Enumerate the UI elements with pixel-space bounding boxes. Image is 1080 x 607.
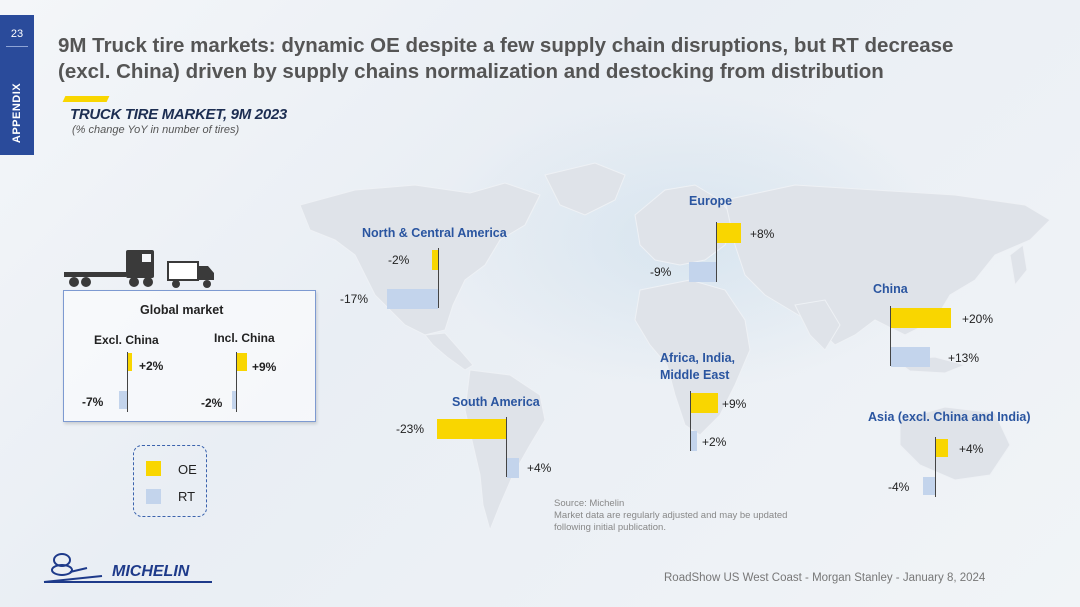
title-line-2: (excl. China) driven by supply chains no… [58,60,884,83]
truck-icons [64,250,214,288]
oe-label-cn: +20% [962,312,994,326]
incl-china-label: Incl. China [214,331,275,345]
yellow-accent-dash [62,96,110,102]
section-label: APPENDIX [11,82,23,144]
oe-bar-eu [717,223,741,243]
axis-line-asia [935,437,936,497]
oe-bar-cn [891,308,951,328]
rt-bar-aime [691,431,697,451]
region-title-eu: Europe [689,194,733,208]
rt-bar-sa [507,458,519,478]
michelin-logo: MICHELIN [43,553,212,583]
logo-text: MICHELIN [112,563,190,580]
north-america-shape [299,182,541,336]
oe-label-asia: +4% [959,442,984,456]
axis-line-cn [890,306,891,366]
excl-china-label: Excl. China [94,333,159,347]
australia-shape [899,406,1011,481]
world-map [299,162,1051,532]
africa-shape [634,279,751,436]
rt-label-asia: -4% [888,480,910,494]
axis-line-eu [716,222,717,282]
source-line-1: Source: Michelin [554,498,625,509]
region-title-sa: South America [452,395,540,409]
source-line-3: following initial publication. [554,522,666,533]
rt-label-cn: +13% [948,351,980,365]
bibendum-icon [43,553,103,583]
axis-line-sa [506,417,507,477]
source-line-2: Market data are regularly adjusted and m… [554,510,788,521]
legend-oe-label: OE [178,462,197,477]
legend-rt-label: RT [178,489,196,504]
oe-bar-asia [936,439,948,457]
oe-bar-na [432,250,438,270]
title-line-1: 9M Truck tire markets: dynamic OE despit… [58,34,954,57]
rt-label-sa: +4% [527,461,552,475]
region-title-aime: Africa, India, Middle East [660,351,736,382]
region-title-cn: China [873,282,908,296]
japan-shape [1009,244,1028,287]
oe-bar-aime [691,393,718,413]
oe-bar-sa [437,419,506,439]
greenland-shape [544,162,626,216]
oe-label-eu: +8% [750,227,775,241]
rt-bar-asia [923,477,935,495]
global-market-title: Global market [140,303,224,317]
legend [133,445,207,517]
global-oe-bar-excl [128,353,132,371]
axis-line-aime [690,391,691,451]
small-truck-icon [167,261,214,288]
semi-truck-icon [64,250,154,287]
region-title-asia: Asia (excl. China and India) [868,410,1031,424]
global-rt-bar-incl [232,391,236,409]
footer-text: RoadShow US West Coast - Morgan Stanley … [664,572,986,584]
region-title-na: North & Central America [362,226,507,240]
oe-label-sa: -23% [396,422,425,436]
page-number: 23 [10,28,24,40]
rt-bar-na [387,289,438,309]
oe-label-aime: +9% [722,397,747,411]
axis-line-na [438,248,439,308]
legend-rt-swatch [146,489,161,504]
chart-subnote: (% change YoY in number of tires) [72,124,240,136]
rt-bar-cn [891,347,930,367]
source-note: Source: Michelin Market data are regular… [554,498,787,534]
chart-subtitle: TRUCK TIRE MARKET, 9M 2023 [70,106,287,123]
south-america-shape [464,369,546,532]
rt-label-eu: -9% [650,265,672,279]
global-oe-label-incl: +9% [252,360,277,374]
europe-shape [634,184,736,266]
appendix-tab [0,15,34,155]
asia-shape [724,184,1051,346]
legend-oe-swatch [146,461,161,476]
rt-label-na: -17% [340,292,369,306]
global-market-box [63,290,316,422]
india-shape [794,299,841,351]
slide-title: 9M Truck tire markets: dynamic OE despit… [58,33,1068,85]
global-oe-label-excl: +2% [139,359,164,373]
global-rt-label-excl: -7% [82,395,104,409]
global-rt-bar-excl [119,391,127,409]
tab-divider [6,46,28,47]
global-axis-incl [236,352,237,412]
rt-label-aime: +2% [702,435,727,449]
central-america-shape [424,332,474,371]
global-axis-excl [127,352,128,412]
global-oe-bar-incl [237,353,247,371]
global-rt-label-incl: -2% [201,396,223,410]
oe-label-na: -2% [388,253,410,267]
rt-bar-eu [689,262,716,282]
